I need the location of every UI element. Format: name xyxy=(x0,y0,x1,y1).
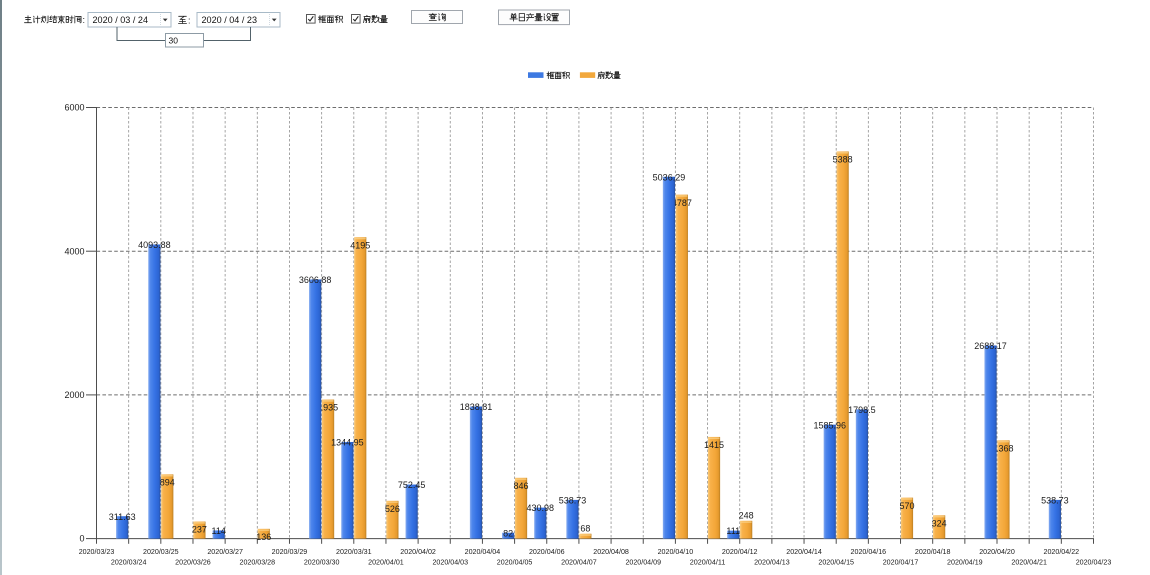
svg-text:2020/04/10: 2020/04/10 xyxy=(658,547,694,556)
svg-text:2020/03/26: 2020/03/26 xyxy=(175,558,211,567)
svg-text:311.63: 311.63 xyxy=(109,512,136,522)
svg-text:2020/04/22: 2020/04/22 xyxy=(1044,547,1080,556)
svg-text:324: 324 xyxy=(932,518,947,528)
svg-text:30: 30 xyxy=(169,36,179,46)
svg-text:111: 111 xyxy=(726,526,740,536)
svg-text:2020/04/02: 2020/04/02 xyxy=(400,547,436,556)
svg-text:4000: 4000 xyxy=(64,246,84,256)
svg-text::: : xyxy=(188,16,191,26)
svg-text:2020/04/20: 2020/04/20 xyxy=(979,547,1015,556)
svg-text:570: 570 xyxy=(899,501,914,511)
svg-text:2020/03/27: 2020/03/27 xyxy=(207,547,243,556)
svg-text:1798.5: 1798.5 xyxy=(848,405,876,415)
svg-text:2020/04/15: 2020/04/15 xyxy=(818,558,854,567)
svg-text:2020/04/09: 2020/04/09 xyxy=(625,558,661,567)
svg-text:2020/03/23: 2020/03/23 xyxy=(79,547,115,556)
svg-text:2020 / 04 / 23: 2020 / 04 / 23 xyxy=(202,15,258,25)
svg-text:114: 114 xyxy=(212,526,226,536)
svg-text:2020/04/17: 2020/04/17 xyxy=(883,558,919,567)
svg-text:2020/03/25: 2020/03/25 xyxy=(143,547,179,556)
svg-text:4093.88: 4093.88 xyxy=(138,240,171,250)
svg-text:0: 0 xyxy=(79,534,84,544)
svg-text:538.73: 538.73 xyxy=(559,495,587,505)
svg-text:6000: 6000 xyxy=(64,103,84,113)
svg-text:2020/03/30: 2020/03/30 xyxy=(304,558,340,567)
svg-text:1585.96: 1585.96 xyxy=(813,420,846,430)
svg-text:4787: 4787 xyxy=(672,198,692,208)
svg-text:1368: 1368 xyxy=(993,443,1013,453)
svg-text:894: 894 xyxy=(160,477,175,487)
svg-text:2020/04/07: 2020/04/07 xyxy=(561,558,597,567)
svg-text:846: 846 xyxy=(514,481,529,491)
svg-text:2020/04/18: 2020/04/18 xyxy=(915,547,951,556)
svg-text:82: 82 xyxy=(503,528,513,538)
svg-text:430.98: 430.98 xyxy=(527,503,555,513)
svg-text:237: 237 xyxy=(192,525,207,535)
svg-text:2020/04/13: 2020/04/13 xyxy=(754,558,790,567)
svg-text:3606.88: 3606.88 xyxy=(299,275,332,285)
svg-text:5036.29: 5036.29 xyxy=(653,172,686,182)
svg-text:4195: 4195 xyxy=(350,240,370,250)
svg-text::: : xyxy=(83,15,86,25)
svg-text:2020/03/31: 2020/03/31 xyxy=(336,547,372,556)
svg-text:2020/03/29: 2020/03/29 xyxy=(272,547,308,556)
svg-text:2020/04/19: 2020/04/19 xyxy=(947,558,983,567)
svg-text:538.73: 538.73 xyxy=(1041,495,1069,505)
svg-text:1838.81: 1838.81 xyxy=(460,402,493,412)
svg-text:2020/04/12: 2020/04/12 xyxy=(722,547,758,556)
svg-text:2020/04/23: 2020/04/23 xyxy=(1076,558,1112,567)
svg-text:526: 526 xyxy=(385,504,400,514)
svg-text:1935: 1935 xyxy=(318,403,338,413)
svg-text:2020 / 03 / 24: 2020 / 03 / 24 xyxy=(93,15,149,25)
svg-text:2020/04/21: 2020/04/21 xyxy=(1011,558,1047,567)
svg-text:2020/04/14: 2020/04/14 xyxy=(786,547,822,556)
svg-text:752.45: 752.45 xyxy=(398,480,426,490)
svg-text:2020/04/05: 2020/04/05 xyxy=(497,558,533,567)
svg-text:2688.17: 2688.17 xyxy=(974,341,1007,351)
svg-text:2020/04/04: 2020/04/04 xyxy=(465,547,501,556)
svg-text:1344.95: 1344.95 xyxy=(331,438,364,448)
svg-text:2020/04/08: 2020/04/08 xyxy=(593,547,629,556)
svg-text:2020/04/06: 2020/04/06 xyxy=(529,547,565,556)
svg-text:248: 248 xyxy=(739,511,754,521)
svg-text:2020/04/16: 2020/04/16 xyxy=(851,547,887,556)
svg-text:2020/03/24: 2020/03/24 xyxy=(111,558,147,567)
svg-text:1415: 1415 xyxy=(704,440,724,450)
svg-text:136: 136 xyxy=(256,532,271,542)
svg-text:68: 68 xyxy=(580,524,590,534)
svg-text:5388: 5388 xyxy=(833,155,853,165)
svg-text:2020/04/01: 2020/04/01 xyxy=(368,558,404,567)
svg-text:2020/04/11: 2020/04/11 xyxy=(690,558,726,567)
svg-text:2000: 2000 xyxy=(64,390,84,400)
svg-text:2020/03/28: 2020/03/28 xyxy=(240,558,276,567)
svg-text:2020/04/03: 2020/04/03 xyxy=(432,558,468,567)
